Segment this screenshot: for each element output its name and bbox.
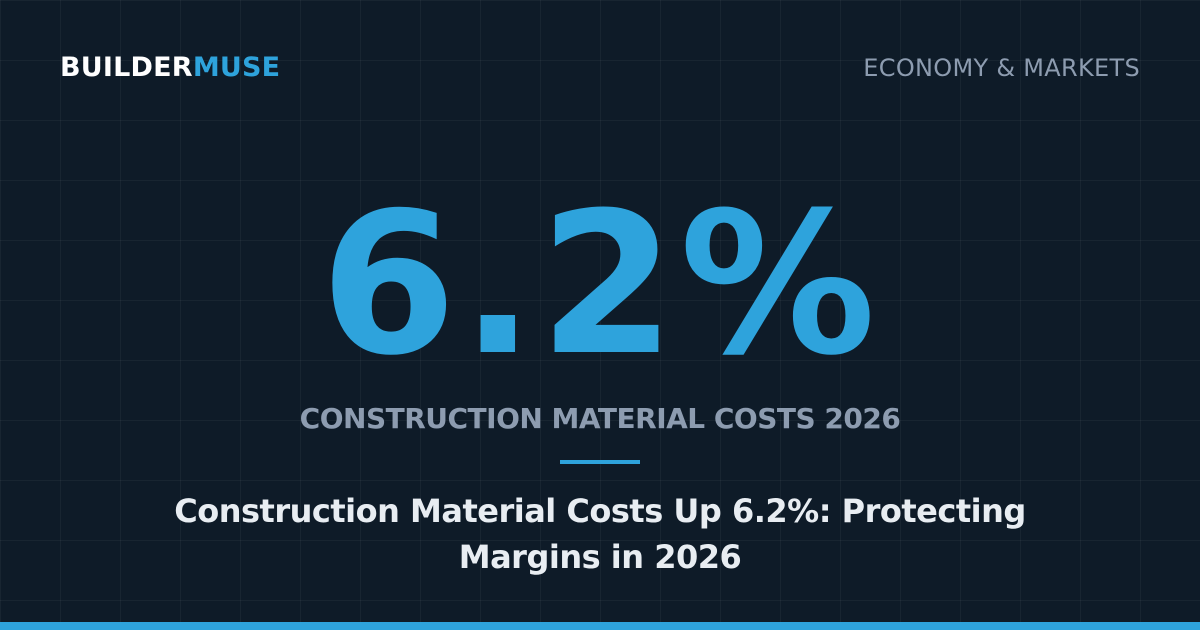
brand-logo: BUILDERMUSE [60, 52, 280, 83]
stat-label: CONSTRUCTION MATERIAL COSTS 2026 [299, 402, 901, 435]
headline: Construction Material Costs Up 6.2%: Pro… [174, 492, 1026, 576]
accent-bar [0, 622, 1200, 630]
brand-part: BUILDER [60, 52, 193, 83]
divider [560, 460, 640, 464]
stat-value: 6.2% [320, 171, 880, 399]
category: ECONOMY & MARKETS [863, 54, 1140, 82]
brand-part: MUSE [192, 52, 281, 83]
